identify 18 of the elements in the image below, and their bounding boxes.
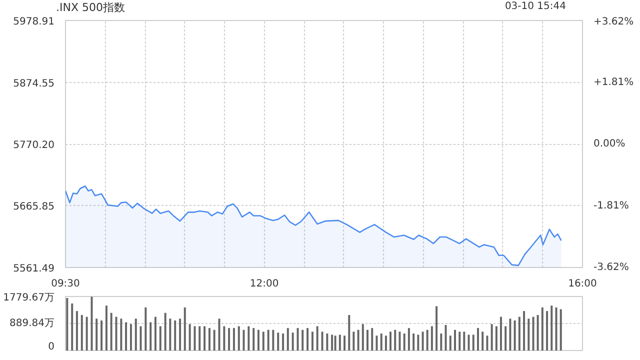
y2-tick-label: -3.62% <box>594 262 629 273</box>
y2-tick-label: +1.81% <box>594 76 634 88</box>
y-tick-label: 5561.49 <box>13 264 55 274</box>
y-tick-label: 1779.67万 <box>3 292 55 304</box>
x-tick-label: 12:00 <box>250 278 279 290</box>
y2-tick-label: +3.62% <box>594 16 634 28</box>
y-tick-label: 889.84万 <box>10 318 55 329</box>
y2-tick-label: -1.81% <box>594 200 629 212</box>
x-tick-label: 09:30 <box>51 278 80 290</box>
y-tick-label: 0 <box>48 342 55 352</box>
y-tick-label: 5978.91 <box>13 16 55 28</box>
y-tick-label: 5874.55 <box>13 78 55 90</box>
text: 03-10 15:44 <box>504 0 566 14</box>
x-tick-label: 16:00 <box>568 278 597 290</box>
chart-title: .INX 500指数 <box>56 0 125 16</box>
y2-tick-label: 0.00% <box>594 138 626 150</box>
y-tick-label: 5770.20 <box>13 140 55 151</box>
y-tick-label: 5665.85 <box>13 202 55 213</box>
